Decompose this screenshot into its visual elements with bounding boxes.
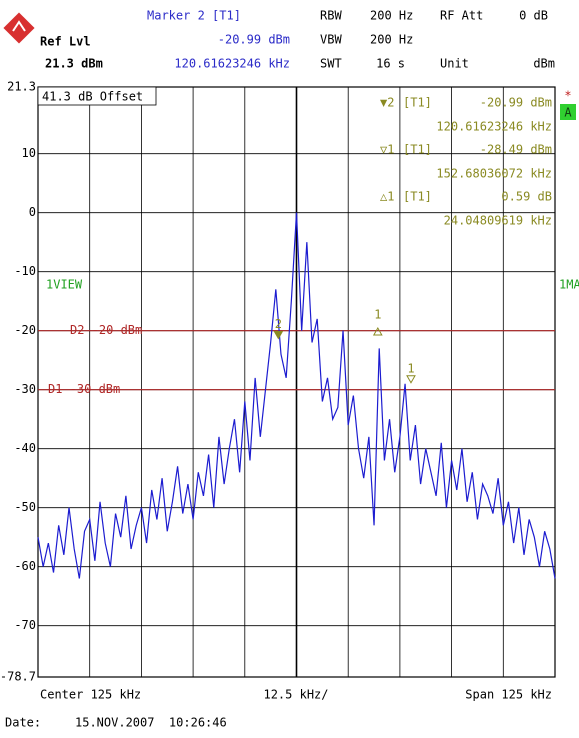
marker-table-level: -28.49 dBm [480,143,552,157]
offset-box [37,86,157,106]
ref-line-label: D1 -30 dBm [48,382,120,396]
rbw: 200 Hz [370,9,413,23]
status-box [560,104,576,120]
mode-label: 1MA [559,278,579,292]
y-tick-label: -50 [14,500,36,514]
y-tick-label: -30 [14,382,36,396]
marker-table-detector: [T1] [403,190,432,204]
y-tick-label: -60 [14,559,36,573]
ref-lvl: 21.3 dBm [45,57,103,71]
logo [3,12,35,44]
swt: 16 s [376,57,405,71]
swt-label: SWT [320,57,342,71]
y-tick-label: 0 [29,205,36,219]
marker-table-freq: 24.04809619 kHz [444,214,552,228]
marker-table-symbol: ▼2 [380,96,394,110]
plot-border [37,86,556,678]
y-tick-label: 21.3 [7,80,36,94]
marker-table-level: -20.99 dBm [480,96,552,110]
rf-att: 0 dB [519,9,548,23]
marker-table-symbol: ▽1 [380,143,394,157]
status-star: * [564,89,571,103]
status-box-label: A [564,106,572,120]
y-tick-label: -78.7 [0,670,36,684]
y-tick-label: 10 [22,146,36,160]
trace-label: 1VIEW [46,278,83,292]
trace [37,212,556,579]
x-div-label: 12.5 kHz/ [263,688,328,702]
y-tick-label: -20 [14,323,36,337]
x-span-label: Span 125 kHz [465,688,552,702]
offset-label: 41.3 dB Offset [42,90,143,104]
y-tick-label: -70 [14,618,36,632]
marker [372,327,383,336]
marker-table-freq: 120.61623246 kHz [436,120,552,134]
unit: dBm [533,57,555,71]
vbw-label: VBW [320,33,342,47]
marker [273,331,284,340]
date: 15.NOV.2007 10:26:46 [75,716,227,730]
ref-lvl-label: Ref Lvl [40,35,91,49]
marker-table-detector: [T1] [403,143,432,157]
marker-table-freq: 152.68036072 kHz [436,167,552,181]
marker-label: 1 [374,308,381,322]
vbw: 200 Hz [370,33,413,47]
ref-line-label: D2 -20 dBm [70,323,142,337]
marker-label: 2 [275,317,282,331]
rbw-label: RBW [320,9,342,23]
marker-level: -20.99 dBm [218,33,290,47]
marker-freq: 120.61623246 kHz [174,57,290,71]
marker-table-detector: [T1] [403,96,432,110]
date-label: Date: [5,716,41,730]
unit-label: Unit [440,57,469,71]
marker-table-symbol: △1 [380,190,394,204]
marker [406,375,416,384]
marker-title: Marker 2 [T1] [147,9,241,23]
marker-label: 1 [407,361,414,375]
marker-table-level: 0.59 dB [501,190,552,204]
x-center-label: Center 125 kHz [40,688,141,702]
rf-att-label: RF Att [440,9,483,23]
y-tick-label: -40 [14,441,36,455]
y-tick-label: -10 [14,264,36,278]
